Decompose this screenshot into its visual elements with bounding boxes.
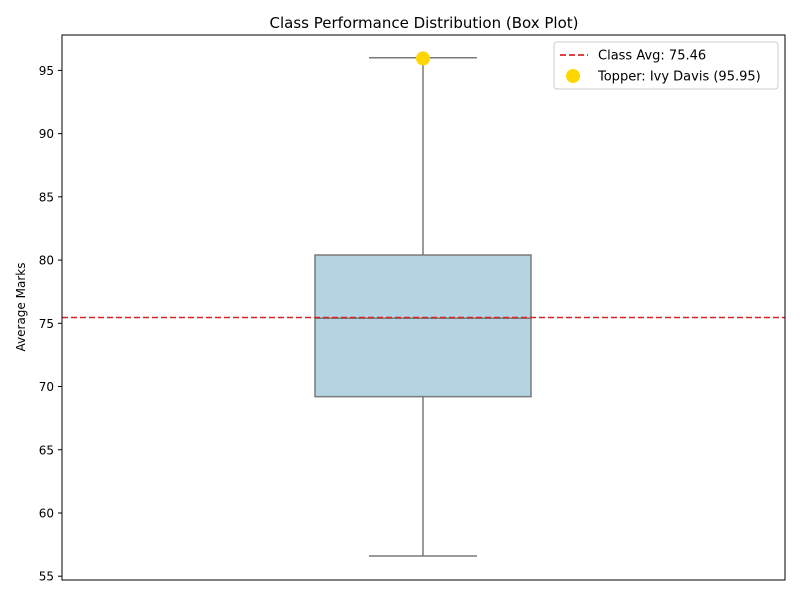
y-tick-label: 75 [39,317,54,331]
legend-topper-label: Topper: Ivy Davis (95.95) [597,70,761,85]
plot-frame [61,34,786,581]
y-tick-label: 90 [39,127,54,141]
y-tick-label: 85 [39,190,54,204]
interquartile-box [314,254,532,398]
y-tick-label: 95 [39,64,54,78]
chart-title: Class Performance Distribution (Box Plot… [270,14,579,32]
y-tick-label: 70 [39,380,54,394]
y-tick-label: 65 [39,443,54,457]
y-tick-label: 55 [39,570,54,584]
y-tick-label: 80 [39,254,54,268]
legend-average-label: Class Avg: 75.46 [598,49,706,64]
box-plot-group [314,57,532,557]
y-axis-ticks: 55 60 65 70 75 80 85 90 95 [39,64,62,584]
legend-frame [553,41,779,90]
legend-topper-swatch [566,69,580,83]
topper-group [416,51,430,66]
topper-marker [416,51,430,66]
y-axis-label: Average Marks [14,263,28,352]
legend: Class Avg: 75.46 Topper: Ivy Davis (95.9… [553,41,779,90]
y-tick-label: 60 [39,506,54,520]
